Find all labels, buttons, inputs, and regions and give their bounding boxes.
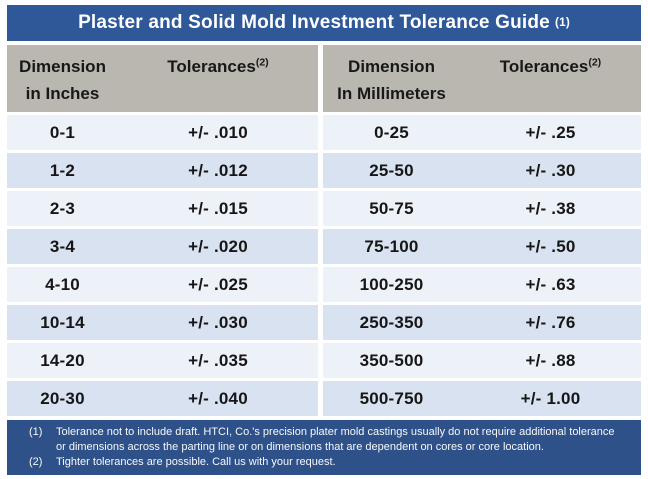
cell-inches-range: 14-20 — [7, 343, 118, 378]
table-row: 0-1 +/- .010 0-25 +/- .25 — [7, 115, 641, 150]
footnote-text: Tighter tolerances are possible. Call us… — [56, 456, 336, 468]
footnote-2: (2) Tighter tolerances are possible. Cal… — [29, 455, 627, 470]
footnote-text: Tolerance not to include draft. HTCI, Co… — [56, 426, 615, 453]
cell-mm-range: 50-75 — [323, 191, 460, 226]
header-dimension-millimeters: Dimension In Millimeters — [323, 45, 460, 112]
header-footnote-ref: (2) — [588, 56, 602, 69]
cell-inches-range: 2-3 — [7, 191, 118, 226]
header-tolerances-millimeters: Tolerances(2) — [460, 45, 641, 112]
cell-mm-range: 250-350 — [323, 305, 460, 340]
cell-mm-range: 75-100 — [323, 229, 460, 264]
footnote-marker: (1) — [29, 426, 43, 438]
cell-tolerance-mm: +/- .25 — [460, 115, 641, 150]
cell-tolerance-inches: +/- .012 — [118, 153, 318, 188]
cell-inches-range: 0-1 — [7, 115, 118, 150]
cell-inches-range: 1-2 — [7, 153, 118, 188]
table-header-row: Dimension in Inches Tolerances(2) Dimens… — [7, 45, 641, 112]
cell-inches-range: 4-10 — [7, 267, 118, 302]
table-row: 10-14 +/- .030 250-350 +/- .76 — [7, 305, 641, 340]
header-footnote-ref: (2) — [255, 56, 269, 69]
cell-mm-range: 100-250 — [323, 267, 460, 302]
table-row: 4-10 +/- .025 100-250 +/- .63 — [7, 267, 641, 302]
cell-tolerance-inches: +/- .010 — [118, 115, 318, 150]
title-bar: Plaster and Solid Mold Investment Tolera… — [7, 5, 641, 41]
cell-tolerance-inches: +/- .030 — [118, 305, 318, 340]
cell-tolerance-mm: +/- .38 — [460, 191, 641, 226]
page-title: Plaster and Solid Mold Investment Tolera… — [78, 12, 550, 33]
table-row: 1-2 +/- .012 25-50 +/- .30 — [7, 153, 641, 188]
cell-inches-range: 20-30 — [7, 381, 118, 416]
cell-tolerance-mm: +/- .76 — [460, 305, 641, 340]
footnotes-band: (1) Tolerance not to include draft. HTCI… — [7, 420, 641, 475]
header-tolerances-inches: Tolerances(2) — [118, 45, 318, 112]
cell-tolerance-inches: +/- .025 — [118, 267, 318, 302]
cell-mm-range: 0-25 — [323, 115, 460, 150]
footnote-marker: (2) — [29, 456, 43, 468]
cell-mm-range: 25-50 — [323, 153, 460, 188]
cell-tolerance-mm: +/- .30 — [460, 153, 641, 188]
table-row: 3-4 +/- .020 75-100 +/- .50 — [7, 229, 641, 264]
cell-tolerance-inches: +/- .040 — [118, 381, 318, 416]
cell-tolerance-mm: +/- .50 — [460, 229, 641, 264]
table-row: 20-30 +/- .040 500-750 +/- 1.00 — [7, 381, 641, 416]
cell-mm-range: 500-750 — [323, 381, 460, 416]
cell-inches-range: 3-4 — [7, 229, 118, 264]
header-dimension-inches: Dimension in Inches — [7, 45, 118, 112]
footnote-1: (1) Tolerance not to include draft. HTCI… — [29, 425, 627, 455]
table-row: 14-20 +/- .035 350-500 +/- .88 — [7, 343, 641, 378]
tolerance-table: Dimension in Inches Tolerances(2) Dimens… — [7, 45, 641, 416]
cell-tolerance-mm: +/- .88 — [460, 343, 641, 378]
cell-tolerance-mm: +/- .63 — [460, 267, 641, 302]
cell-inches-range: 10-14 — [7, 305, 118, 340]
cell-tolerance-inches: +/- .035 — [118, 343, 318, 378]
cell-tolerance-inches: +/- .020 — [118, 229, 318, 264]
table-row: 2-3 +/- .015 50-75 +/- .38 — [7, 191, 641, 226]
cell-tolerance-mm: +/- 1.00 — [460, 381, 641, 416]
cell-tolerance-inches: +/- .015 — [118, 191, 318, 226]
cell-mm-range: 350-500 — [323, 343, 460, 378]
